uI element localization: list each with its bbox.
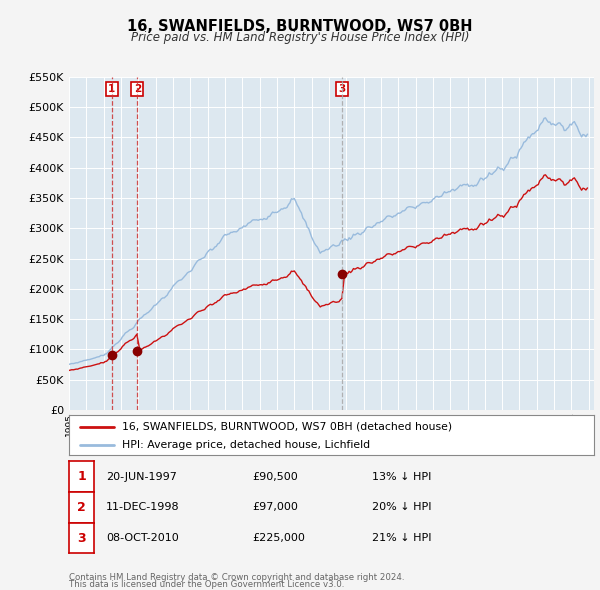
Text: 3: 3 [77, 532, 86, 545]
Text: 16, SWANFIELDS, BURNTWOOD, WS7 0BH: 16, SWANFIELDS, BURNTWOOD, WS7 0BH [127, 19, 473, 34]
Text: Contains HM Land Registry data © Crown copyright and database right 2024.: Contains HM Land Registry data © Crown c… [69, 572, 404, 582]
Text: 11-DEC-1998: 11-DEC-1998 [106, 503, 180, 512]
Text: 2: 2 [134, 84, 141, 94]
Text: 13% ↓ HPI: 13% ↓ HPI [372, 472, 431, 481]
Text: 08-OCT-2010: 08-OCT-2010 [106, 533, 179, 543]
Text: £97,000: £97,000 [252, 503, 298, 512]
Text: 16, SWANFIELDS, BURNTWOOD, WS7 0BH (detached house): 16, SWANFIELDS, BURNTWOOD, WS7 0BH (deta… [121, 422, 452, 432]
Text: 20% ↓ HPI: 20% ↓ HPI [372, 503, 431, 512]
Text: 2: 2 [77, 501, 86, 514]
Text: 1: 1 [77, 470, 86, 483]
Text: HPI: Average price, detached house, Lichfield: HPI: Average price, detached house, Lich… [121, 440, 370, 450]
Text: 21% ↓ HPI: 21% ↓ HPI [372, 533, 431, 543]
Text: £90,500: £90,500 [252, 472, 298, 481]
Text: This data is licensed under the Open Government Licence v3.0.: This data is licensed under the Open Gov… [69, 580, 344, 589]
Text: 1: 1 [108, 84, 115, 94]
Text: 3: 3 [338, 84, 346, 94]
Text: Price paid vs. HM Land Registry's House Price Index (HPI): Price paid vs. HM Land Registry's House … [131, 31, 469, 44]
Text: £225,000: £225,000 [252, 533, 305, 543]
Text: 20-JUN-1997: 20-JUN-1997 [106, 472, 177, 481]
